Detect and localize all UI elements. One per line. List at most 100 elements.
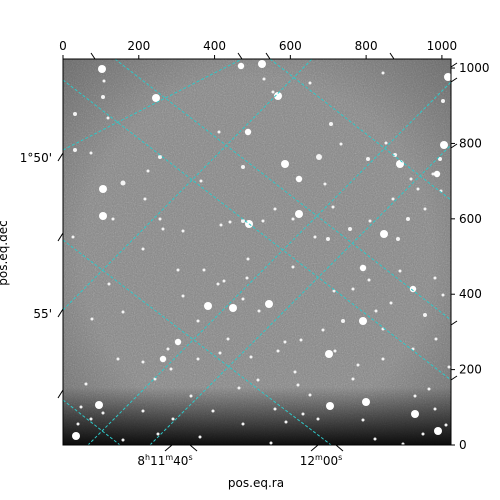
star: [198, 435, 202, 439]
bright-star: [265, 300, 273, 308]
dec-tick-label: 1°50': [20, 151, 52, 165]
grid-line: [149, 144, 451, 445]
wcs-edge-tick: [237, 52, 243, 60]
star: [84, 382, 88, 386]
star: [101, 95, 105, 99]
star: [299, 338, 303, 342]
star: [283, 340, 287, 344]
star: [261, 219, 265, 223]
bright-star: [362, 398, 370, 406]
star: [293, 370, 297, 374]
bright-star: [159, 355, 167, 363]
bright-star: [440, 141, 448, 149]
star: [423, 207, 427, 211]
bright-star: [274, 92, 282, 100]
star: [406, 217, 410, 221]
star: [79, 405, 83, 409]
star: [111, 217, 115, 221]
star: [73, 148, 77, 152]
right-tick-label: 200: [459, 363, 482, 377]
bright-star: [229, 304, 237, 312]
grid-line: [63, 399, 121, 445]
star: [73, 112, 77, 116]
bright-star: [380, 230, 388, 238]
star: [273, 407, 277, 411]
ra-tick: [335, 444, 344, 452]
star: [316, 154, 322, 160]
star: [301, 412, 305, 416]
star: [332, 289, 336, 293]
star: [249, 355, 253, 359]
bright-star: [359, 264, 367, 272]
dec-minor-tick: [57, 232, 64, 242]
star: [333, 349, 337, 353]
plot-frame: [62, 58, 452, 446]
star: [71, 235, 75, 239]
y-axis-label: pos.eq.dec: [0, 220, 10, 285]
grid-line: [63, 79, 451, 381]
wcs-edge-tick: [450, 320, 458, 326]
star: [181, 294, 185, 298]
star: [196, 357, 200, 361]
star: [381, 357, 385, 361]
wcs-edge-tick: [450, 375, 458, 381]
star: [217, 130, 221, 134]
bright-star: [99, 212, 107, 220]
bright-star: [244, 128, 252, 136]
top-tick-label: 800: [355, 39, 378, 53]
top-tick-label: 600: [279, 39, 302, 53]
bright-star: [325, 350, 333, 358]
top-tick-label: 200: [127, 39, 150, 53]
star: [216, 282, 220, 286]
star: [384, 141, 388, 145]
dec-tick: [57, 152, 64, 162]
star: [146, 169, 150, 173]
star: [158, 217, 162, 221]
star: [389, 301, 393, 305]
bright-star: [174, 338, 182, 346]
bright-star: [359, 317, 367, 325]
ra-tick-label: 12m00s: [300, 453, 343, 468]
star: [102, 79, 106, 83]
grid-line: [63, 59, 243, 151]
star: [313, 235, 317, 239]
bright-star: [72, 432, 80, 440]
star: [120, 180, 126, 186]
bright-star: [258, 60, 266, 68]
wcs-edge-tick: [90, 52, 96, 60]
star: [433, 276, 437, 280]
left-dec-axis: 1°50' 55': [20, 151, 64, 399]
star: [427, 387, 431, 391]
star: [166, 347, 170, 351]
star: [222, 279, 226, 283]
star: [373, 437, 377, 441]
star: [241, 219, 245, 223]
wcs-edge-tick: [450, 62, 458, 68]
star: [423, 313, 427, 317]
bright-star: [409, 285, 417, 293]
star: [441, 293, 445, 297]
right-tick-label: 400: [459, 287, 482, 301]
right-tick-label: 800: [459, 136, 482, 150]
star: [351, 377, 355, 381]
star: [401, 442, 405, 445]
star: [381, 71, 385, 75]
star: [262, 77, 266, 81]
star: [368, 219, 372, 223]
star: [141, 247, 145, 251]
star: [433, 407, 437, 411]
top-tick-label: 1000: [427, 39, 458, 53]
star: [447, 365, 451, 369]
star: [241, 165, 245, 169]
grid-line: [114, 59, 451, 321]
star: [202, 268, 206, 272]
star: [396, 237, 400, 241]
star: [107, 282, 111, 286]
star: [141, 360, 145, 364]
star: [308, 81, 312, 85]
coordinate-grid: [63, 59, 451, 445]
grid-line: [63, 59, 313, 311]
bottom-ra-axis: 8h11m40s 12m00s: [137, 444, 344, 468]
right-tick-label: 600: [459, 212, 482, 226]
